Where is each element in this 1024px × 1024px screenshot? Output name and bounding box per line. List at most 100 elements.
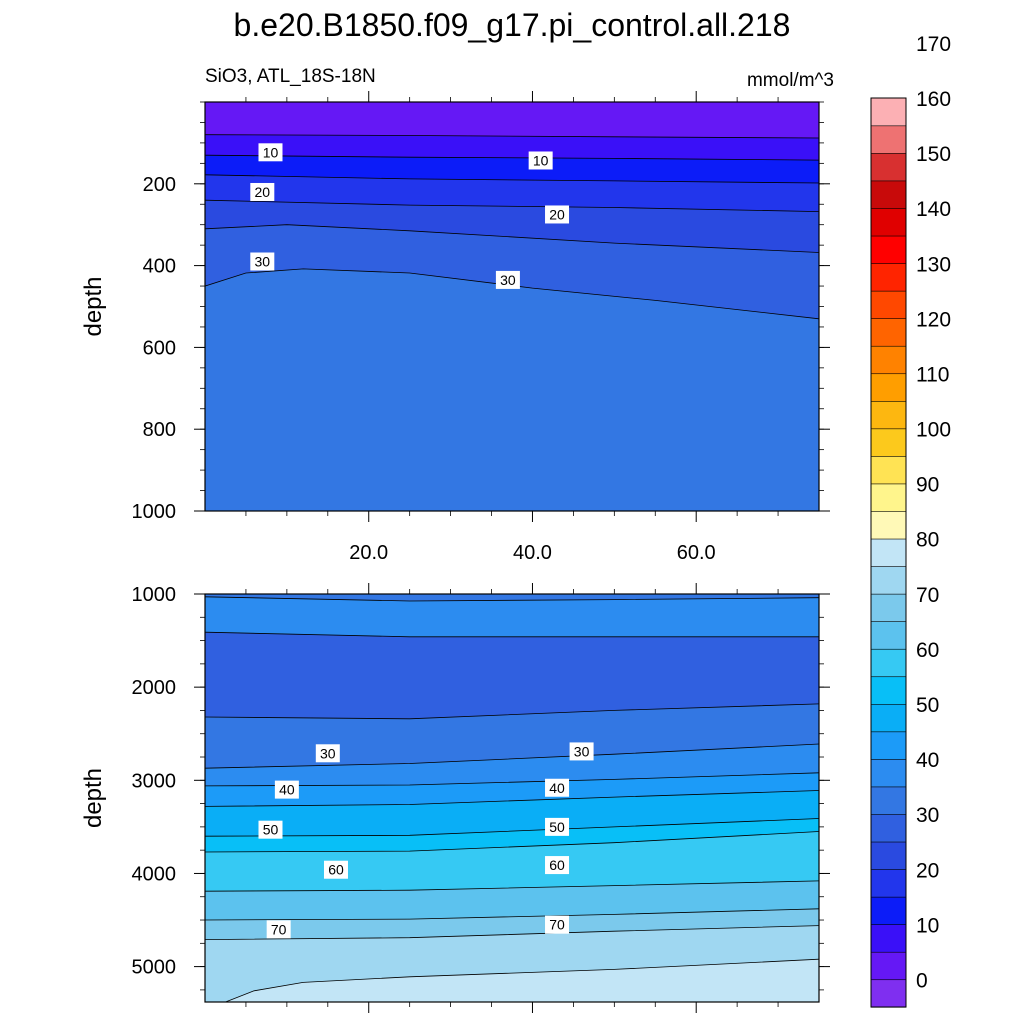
title: b.e20.B1850.f09_g17.pi_control.all.218	[233, 7, 791, 43]
upper-panel: 10 10 20 20 30 30 200 400 600 800 1000 20.0 40.0 60.0…	[80, 91, 830, 564]
colorbar-box	[870, 400, 907, 430]
contour-label: 10	[263, 144, 279, 160]
x-tick-label: 20.0	[349, 542, 388, 564]
contour-label-box	[250, 182, 275, 201]
contour-fills	[205, 102, 819, 511]
contour-label-box	[258, 143, 283, 162]
contour-line-75	[225, 958, 819, 1002]
contour-label: 40	[279, 782, 295, 798]
colorbar-box	[870, 868, 907, 898]
contour-label-box	[545, 915, 570, 934]
contour-label: 70	[271, 921, 287, 937]
contour-line-50	[205, 818, 819, 837]
contour-line-55	[205, 831, 819, 853]
contour-label: 70	[549, 917, 565, 933]
contour-line-30	[205, 268, 819, 320]
colorbar-label: 150	[916, 143, 951, 166]
colorbar-box	[870, 180, 907, 209]
colorbar-label: 0	[916, 969, 928, 992]
colorbar: 0 10 20 30 40 50 60 70 80 90 100 110 120 130 140 150 160…	[870, 0, 951, 1008]
contour-line-70	[205, 925, 819, 940]
contour-label: 30	[500, 272, 516, 288]
colorbar-box	[870, 758, 907, 788]
colorbar-box	[870, 951, 907, 981]
contour-label: 50	[549, 819, 565, 835]
contour-line-65	[205, 908, 819, 921]
colorbar-box	[870, 345, 907, 375]
lower-panel: 30 30 40 40 50 50 60 60 70 70 1000 2000 3000 4000 5000…	[80, 583, 830, 1013]
subtitle-right: mmol/m^3	[746, 70, 834, 91]
colorbar-frame	[870, 97, 907, 1008]
colorbar-box	[870, 207, 907, 237]
contour-label-box	[274, 780, 299, 799]
colorbar-box	[870, 676, 907, 705]
contour-label-box	[545, 817, 570, 836]
contour-label: 10	[533, 152, 549, 168]
contour-line-35	[205, 743, 819, 769]
contour-line-20	[205, 199, 819, 212]
colorbar-label: 160	[916, 88, 951, 111]
fill-band-30	[205, 268, 819, 511]
contour-label-box	[266, 920, 291, 939]
contour-label: 50	[263, 822, 279, 838]
colorbar-label: 120	[916, 308, 951, 331]
colorbar-box	[870, 483, 907, 512]
x-tick-label: 60.0	[677, 542, 716, 564]
contour-line-30	[205, 703, 819, 720]
contour-line-25	[205, 631, 819, 638]
colorbar-box	[870, 125, 907, 154]
contour-line-35	[205, 596, 819, 602]
colorbar-label: 110	[916, 363, 949, 386]
contour-label-box	[545, 856, 570, 875]
x-tick-label: 40.0	[513, 542, 552, 564]
contour-label-box	[545, 778, 570, 797]
y-tick-label: 1000	[132, 584, 177, 606]
contour-label: 60	[549, 857, 565, 873]
colorbar-label: 60	[916, 639, 939, 662]
colorbar-box	[870, 510, 907, 540]
colorbar-box	[870, 97, 907, 127]
contour-label: 40	[549, 780, 565, 796]
colorbar-box	[870, 262, 907, 292]
colorbar-label: 30	[916, 804, 939, 827]
colorbar-box	[870, 841, 907, 870]
colorbar-box	[870, 648, 907, 678]
colorbar-box	[870, 428, 907, 457]
colorbar-box	[870, 565, 907, 595]
colorbar-label: 20	[916, 859, 939, 882]
contour-label: 30	[255, 254, 271, 270]
colorbar-label: 170	[916, 33, 951, 56]
colorbar-box	[870, 593, 907, 622]
y-axis-label: depth	[80, 276, 107, 336]
colorbar-box	[870, 538, 907, 567]
contour-label: 30	[574, 743, 590, 759]
colorbar-box	[870, 703, 907, 733]
colorbar-box	[870, 152, 907, 182]
y-axis-label: depth	[80, 768, 107, 828]
y-tick-label: 800	[143, 419, 176, 441]
contour-label-box	[315, 744, 340, 763]
y-tick-label: 4000	[132, 863, 177, 885]
contour-label-box	[545, 205, 570, 224]
y-tick-label: 400	[143, 256, 176, 278]
colorbar-box	[870, 373, 907, 402]
contour-line-45	[205, 790, 819, 807]
contour-fills	[205, 594, 819, 1002]
fill-band-75	[225, 959, 819, 1002]
plot-frame	[204, 593, 820, 1003]
contour-label-box	[250, 252, 275, 271]
colorbar-label: 50	[916, 694, 939, 717]
contour-line-40	[205, 772, 819, 787]
contour-label-box	[528, 151, 553, 170]
colorbar-label: 140	[916, 198, 951, 221]
colorbar-label: 100	[916, 419, 951, 442]
contour-label-box	[323, 860, 348, 879]
colorbar-box	[870, 786, 907, 815]
colorbar-box	[870, 290, 907, 319]
subtitle-left: SiO3, ATL_18S-18N	[205, 66, 376, 87]
colorbar-box	[870, 896, 907, 925]
contour-label-box	[569, 742, 594, 761]
colorbar-label: 180	[916, 0, 951, 1]
contour-label: 60	[328, 862, 344, 878]
colorbar-box	[870, 318, 907, 347]
